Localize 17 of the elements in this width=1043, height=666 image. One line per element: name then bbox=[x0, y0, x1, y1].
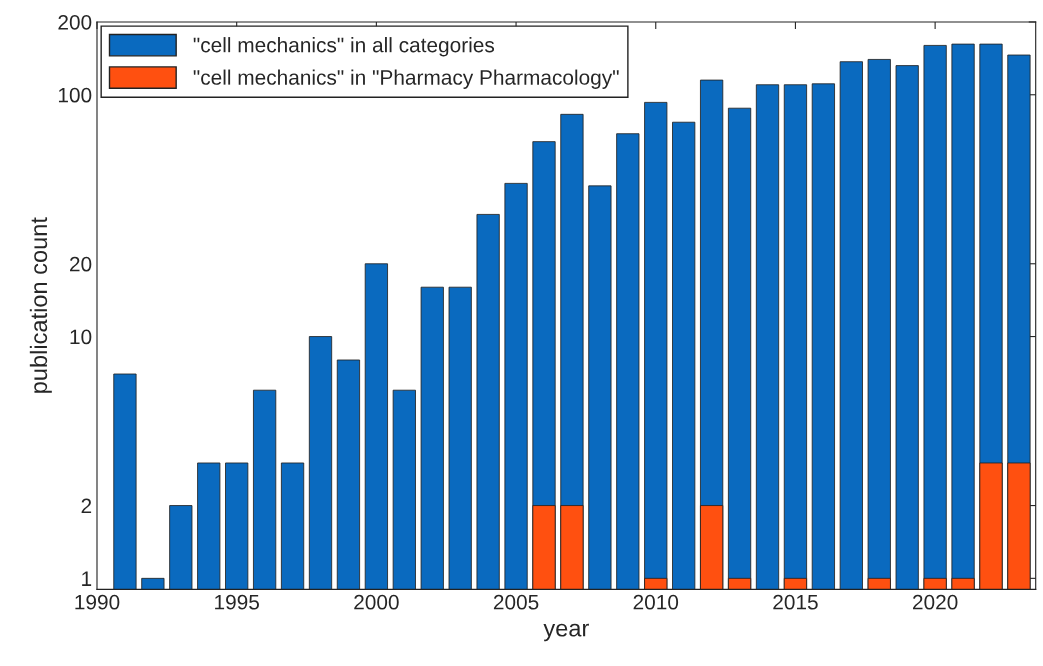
x-tick-label: 2000 bbox=[354, 594, 399, 610]
x-tick-label: 2015 bbox=[773, 594, 818, 610]
y-tick-label: 1 bbox=[82, 571, 92, 586]
x-tick-label: 2005 bbox=[493, 594, 539, 610]
x-tick-label: 2020 bbox=[913, 594, 958, 610]
legend-label: "cell mechanics" in all categories bbox=[193, 37, 495, 57]
y-tick-label: 10 bbox=[70, 329, 92, 345]
y-tick-label: 200 bbox=[58, 14, 92, 30]
y-tick-label: 20 bbox=[70, 256, 92, 272]
y-tick-label: 100 bbox=[58, 87, 92, 103]
x-tick-label: 2010 bbox=[633, 594, 679, 610]
x-tick-label: 1995 bbox=[215, 594, 259, 610]
y-axis-title: publication count bbox=[29, 217, 52, 393]
y-tick-label: 2 bbox=[81, 498, 92, 514]
x-axis-title: year bbox=[543, 623, 589, 642]
legend-label: "cell mechanics" in "Pharmacy Pharmacology" bbox=[193, 69, 619, 89]
x-tick-label: 1990 bbox=[75, 594, 120, 610]
